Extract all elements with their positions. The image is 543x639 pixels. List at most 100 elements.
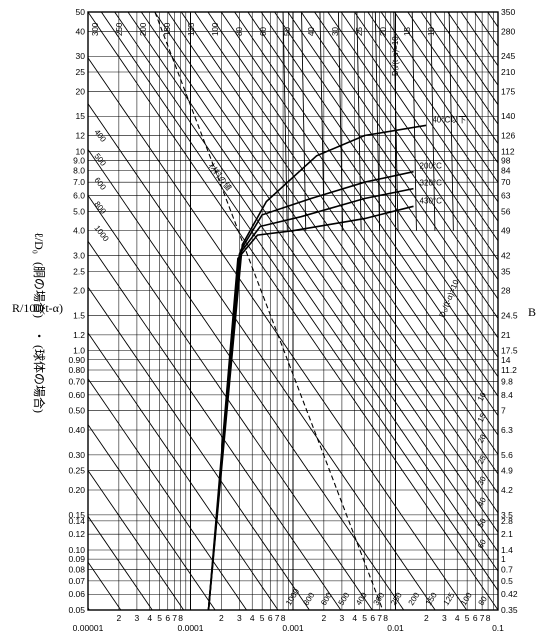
x-minor-tick-label: 4 — [147, 613, 152, 623]
x-minor-tick-label: 8 — [486, 613, 491, 623]
ratio-line — [87, 378, 247, 611]
top-edge-label: 125 — [187, 22, 196, 36]
y-right-tick-label: 84 — [501, 166, 511, 176]
y-right-tick-label: 70 — [501, 177, 511, 187]
y-left-tick-label: 0.12 — [68, 529, 85, 539]
y-right-tick-label: 4.9 — [501, 466, 513, 476]
y-left-tick-labels: 50 40 30 25 20 15 12 109.08.07.0 6.0 5.0 4.0 3.0 2.5… — [68, 7, 85, 615]
y-right-tick-label: 98 — [501, 155, 511, 165]
bottom-edge-label: 125 — [442, 591, 457, 608]
y-axis-title-dot: ・ — [32, 330, 46, 342]
y-right-tick-label: 280 — [501, 26, 515, 36]
x-minor-tick-label: 5 — [362, 613, 367, 623]
ratio-line — [220, 11, 499, 416]
left-edge-label: 1000 — [92, 224, 110, 244]
ratio-line — [260, 11, 499, 358]
y-left-tick-label: 0.08 — [68, 564, 85, 574]
y-right-tick-label: 49 — [501, 226, 511, 236]
bottom-edge-label: 400 — [354, 591, 369, 608]
y-left-tick-label: 15 — [76, 111, 86, 121]
temperature-curve-label: 200°C — [420, 162, 443, 171]
y-axis-title-right: B — [528, 305, 536, 319]
ratio-line-steep — [448, 11, 454, 231]
y-right-tick-label: 24.5 — [501, 311, 518, 321]
ratio-line — [474, 11, 499, 47]
y-right-tick-label: 35 — [501, 266, 511, 276]
ratio-line-steep — [301, 11, 307, 231]
x-minor-tick-label: 6 — [370, 613, 375, 623]
ratio-line — [314, 11, 499, 280]
right-edge-label: 50 — [476, 516, 488, 529]
y-left-tick-label: 0.90 — [68, 355, 85, 365]
bottom-edge-label: 300 — [372, 591, 387, 608]
x-tick-label: 0.01 — [387, 623, 404, 633]
x-minor-tick-label: 6 — [473, 613, 478, 623]
y-right-tick-label: 1 — [501, 554, 506, 564]
top-edge-label: 40 — [307, 27, 316, 36]
y-left-tick-label: 10 — [76, 146, 86, 156]
y-left-tick-label: 0.80 — [68, 365, 85, 375]
y-left-tick-label: 1.0 — [73, 346, 85, 356]
x-minor-tick-label: 7 — [480, 613, 485, 623]
x-minor-tick-label: 2 — [219, 613, 224, 623]
x-minor-tick-label: 6 — [268, 613, 273, 623]
ratio-line — [114, 11, 499, 572]
y-left-tick-label: 7.0 — [73, 177, 85, 187]
right-edge-label: 40 — [476, 495, 488, 508]
y-left-tick-label: 2.0 — [73, 286, 85, 296]
ratio-line — [234, 11, 499, 397]
y-right-tick-label: 28 — [501, 286, 511, 296]
top-edge-label: 10 — [427, 27, 436, 36]
y-right-tick-label: 7 — [501, 406, 506, 416]
x-minor-tick-label: 5 — [157, 613, 162, 623]
right-edge-label: 10 — [476, 390, 488, 403]
chart-grid — [87, 11, 498, 611]
top-edge-label: 60 — [259, 27, 268, 36]
x-minor-tick-label: 2 — [321, 613, 326, 623]
ratio-line — [140, 11, 499, 533]
ratio-line — [247, 11, 499, 378]
top-edge-label: 20 — [379, 27, 388, 36]
y-axis-title-2: (胴の場合) — [32, 262, 47, 318]
y-right-tick-label: 0.5 — [501, 576, 513, 586]
x-minor-tick-label: 7 — [275, 613, 280, 623]
y-left-tick-label: 0.25 — [68, 466, 85, 476]
x-minor-tick-label: 7 — [172, 613, 177, 623]
temperature-curve-label: 320°C — [420, 179, 443, 188]
ratio-line — [300, 11, 499, 300]
x-tick-label: 0.00001 — [73, 623, 104, 633]
ratio-line — [87, 149, 405, 611]
ratio-line — [87, 286, 310, 611]
y-left-tick-label: 2.5 — [73, 266, 85, 276]
ratio-line — [394, 11, 499, 164]
top-edge-label: 30 — [331, 27, 340, 36]
ratio-edge-labels: 300 250 200 150 125 100 80 60 50 40 30 25 20 15 104005… — [91, 22, 489, 607]
top-edge-label: 80 — [235, 27, 244, 36]
bottom-edge-label: 80 — [477, 594, 490, 607]
y-right-tick-label: 245 — [501, 51, 515, 61]
y-right-tick-label: 21 — [501, 330, 511, 340]
ratio-lines — [87, 11, 499, 611]
y-left-tick-label: 50 — [76, 7, 86, 17]
bottom-edge-label: 500 — [337, 591, 352, 608]
ratio-line-steep — [337, 11, 344, 231]
bottom-edge-label: 100 — [459, 591, 474, 608]
top-edge-label: 50 — [283, 27, 292, 36]
y-left-tick-label: 0.20 — [68, 485, 85, 495]
y-right-tick-label: 2.1 — [501, 529, 513, 539]
x-tick-labels: 0.00001 0.0001 0.001 0.01 0.12 3 4 5 6 7 8 2 3 4 5 6 7 8 2… — [73, 613, 505, 633]
ratio-line — [100, 11, 499, 591]
y-left-tick-label: 3.0 — [73, 251, 85, 261]
ratio-line — [380, 11, 499, 183]
y-right-tick-label: 6.3 — [501, 425, 513, 435]
y-axis-title-1: ℓ/D₀ — [32, 232, 46, 254]
y-right-tick-label: 42 — [501, 251, 511, 261]
y-right-tick-label: 126 — [501, 131, 515, 141]
y-left-tick-label: 1.2 — [73, 330, 85, 340]
ratio-line — [87, 195, 373, 611]
y-right-tick-label: 56 — [501, 206, 511, 216]
y-right-tick-label: 350 — [501, 7, 515, 17]
y-left-tick-label: 0.30 — [68, 450, 85, 460]
